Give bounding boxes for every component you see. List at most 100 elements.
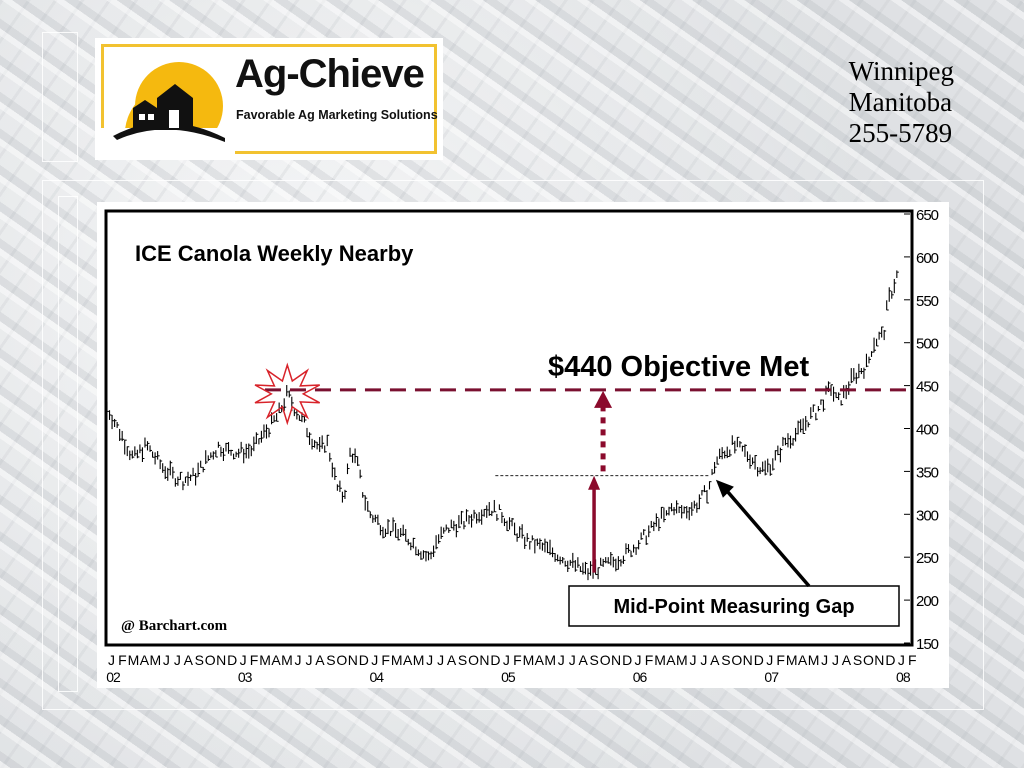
x-month-label: M <box>544 652 555 668</box>
gap-pointer-arrow <box>724 488 811 588</box>
x-month-label: J <box>503 652 509 668</box>
y-tick-label: 550 <box>916 293 939 310</box>
contact-block: Winnipeg Manitoba 255-5789 <box>849 56 954 149</box>
x-month-label: J <box>832 652 838 668</box>
x-year-label: 08 <box>896 669 911 685</box>
x-year-label: 06 <box>633 669 648 685</box>
x-month-label: S <box>195 652 204 668</box>
x-month-label: S <box>326 652 335 668</box>
x-month-label: J <box>558 652 564 668</box>
company-logo: Ag-Chieve Favorable Ag Marketing Solutio… <box>95 38 443 160</box>
measure-arrow-head <box>588 475 601 490</box>
x-month-label: O <box>468 652 479 668</box>
x-month-label: A <box>184 652 194 668</box>
x-year-label: 03 <box>238 669 253 685</box>
x-month-label: F <box>250 652 258 668</box>
peak-starburst <box>254 362 321 426</box>
x-year-label: 07 <box>764 669 779 685</box>
farm-sunrise-icon <box>95 62 235 160</box>
x-month-label: A <box>315 652 325 668</box>
x-month-label: O <box>336 652 347 668</box>
price-chart: $440 Objective Met Mid-Point Measuring Ga… <box>104 207 940 685</box>
contact-phone: 255-5789 <box>848 118 953 148</box>
projection-arrow-head <box>594 390 613 408</box>
y-tick-label: 300 <box>916 507 939 524</box>
x-month-label: F <box>513 652 521 668</box>
x-month-label: J <box>689 652 695 668</box>
x-month-label: J <box>174 652 180 668</box>
x-month-label: M <box>281 652 292 668</box>
x-month-label: F <box>908 652 916 668</box>
plot-frame <box>104 209 914 647</box>
x-month-label: F <box>776 652 784 668</box>
x-month-label: A <box>535 652 545 668</box>
x-month-label: M <box>676 652 687 668</box>
x-month-label: M <box>654 652 665 668</box>
chart-title: ICE Canola Weekly Nearby <box>135 241 414 266</box>
x-month-label: M <box>523 652 534 668</box>
x-month-label: F <box>645 652 653 668</box>
x-month-label: J <box>240 652 246 668</box>
y-tick-label: 600 <box>916 250 939 267</box>
x-month-label: O <box>205 652 216 668</box>
x-month-label: A <box>271 652 281 668</box>
x-month-label: J <box>635 652 641 668</box>
y-tick-label: 250 <box>916 550 939 567</box>
x-month-label: A <box>578 652 588 668</box>
x-month-label: N <box>611 652 620 668</box>
x-month-label: M <box>149 652 160 668</box>
x-month-label: D <box>754 652 764 668</box>
x-month-label: J <box>305 652 311 668</box>
y-tick-label: 200 <box>916 593 939 610</box>
annotations: $440 Objective Met Mid-Point Measuring Ga… <box>254 351 910 627</box>
x-month-label: J <box>898 652 904 668</box>
y-tick-label: 650 <box>916 207 939 224</box>
x-month-label: M <box>391 652 402 668</box>
x-month-label: N <box>874 652 883 668</box>
x-month-label: J <box>426 652 432 668</box>
x-month-label: M <box>786 652 797 668</box>
y-tick-label: 400 <box>916 422 939 439</box>
x-month-label: D <box>359 652 369 668</box>
x-year-label: 05 <box>501 669 516 685</box>
gap-pointer-head <box>715 479 734 498</box>
x-month-label: A <box>798 652 808 668</box>
x-month-label: N <box>348 652 357 668</box>
contact-city: Winnipeg <box>848 56 954 86</box>
x-month-label: A <box>140 652 150 668</box>
x-month-label: O <box>731 652 742 668</box>
chart-panel: $440 Objective Met Mid-Point Measuring Ga… <box>97 202 949 688</box>
y-tick-label: 350 <box>916 464 939 481</box>
x-month-label: J <box>437 652 443 668</box>
x-month-label: J <box>371 652 377 668</box>
x-month-label: O <box>863 652 874 668</box>
x-month-label: M <box>808 652 819 668</box>
slide-frame-main <box>42 180 984 710</box>
gap-label: Mid-Point Measuring Gap <box>613 596 854 618</box>
chart-source: @ Barchart.com <box>121 618 228 634</box>
gap-label-box <box>568 585 900 627</box>
y-tick-label: 500 <box>916 336 939 353</box>
x-month-label: D <box>490 652 500 668</box>
x-month-label: J <box>108 652 114 668</box>
x-month-label: N <box>479 652 488 668</box>
x-month-label: A <box>447 652 457 668</box>
x-month-label: J <box>821 652 827 668</box>
slide-frame-left <box>58 196 78 692</box>
x-month-label: D <box>622 652 632 668</box>
x-month-label: S <box>458 652 467 668</box>
y-tick-label: 450 <box>916 379 939 396</box>
logo-tagline: Favorable Ag Marketing Solutions <box>236 108 438 122</box>
x-month-label: D <box>885 652 895 668</box>
x-year-label: 02 <box>106 669 121 685</box>
y-tick-label: 150 <box>916 636 939 653</box>
x-month-label: S <box>853 652 862 668</box>
x-month-label: N <box>743 652 752 668</box>
objective-label: $440 Objective Met <box>548 351 809 383</box>
x-month-label: M <box>128 652 139 668</box>
x-month-label: J <box>295 652 301 668</box>
x-month-label: A <box>842 652 852 668</box>
logo-name: Ag-Chieve <box>235 52 425 96</box>
x-month-label: J <box>766 652 772 668</box>
